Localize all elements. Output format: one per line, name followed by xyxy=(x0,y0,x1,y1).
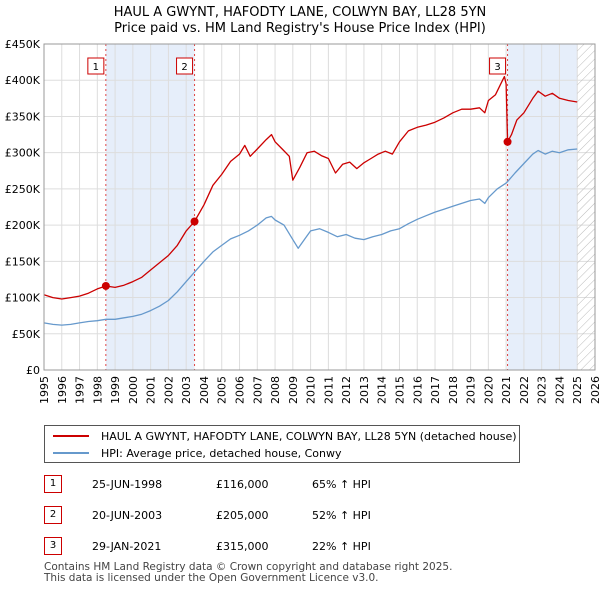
transaction-row: 1 25-JUN-1998 £116,000 65% ↑ HPI xyxy=(44,475,584,495)
x-tick-label: 2010 xyxy=(305,376,318,404)
x-tick-label: 2002 xyxy=(162,376,175,404)
transaction-row: 2 20-JUN-2003 £205,000 52% ↑ HPI xyxy=(44,506,584,526)
x-tick-label: 2004 xyxy=(198,376,211,404)
x-tick-label: 1999 xyxy=(109,376,122,404)
sale-point xyxy=(190,217,199,226)
x-tick-label: 2016 xyxy=(411,376,424,404)
transaction-price: £205,000 xyxy=(216,509,269,522)
x-tick-label: 2015 xyxy=(393,376,406,404)
x-tick-label: 2018 xyxy=(447,376,460,404)
future-hatch xyxy=(577,44,595,370)
sale-label-box xyxy=(176,57,194,75)
shaded-range xyxy=(507,44,578,370)
sale-label: 2 xyxy=(181,62,187,73)
x-tick-label: 2005 xyxy=(216,376,229,404)
transaction-hpi-change: 52% ↑ HPI xyxy=(312,509,371,522)
plot-border xyxy=(43,43,596,371)
x-tick-label: 2006 xyxy=(234,376,247,404)
x-tick-label: 2026 xyxy=(589,376,600,404)
legend-hpi-label: HPI: Average price, detached house, Conw… xyxy=(101,446,342,460)
y-tick-label: £250K xyxy=(5,183,41,196)
chart-title-line2: Price paid vs. HM Land Registry's House … xyxy=(114,21,486,36)
property-series-line xyxy=(43,75,578,300)
x-tick-label: 2009 xyxy=(287,376,300,404)
sale-label-box xyxy=(489,57,507,75)
x-tick-label: 2000 xyxy=(127,376,140,404)
x-tick-label: 2017 xyxy=(429,376,442,404)
transaction-date: 29-JAN-2021 xyxy=(92,540,162,553)
hpi-series-line xyxy=(43,148,578,326)
transaction-number: 3 xyxy=(44,537,62,555)
sale-point xyxy=(101,281,110,290)
x-tick-label: 1995 xyxy=(38,376,51,404)
x-tick-label: 2023 xyxy=(536,376,549,404)
y-tick-label: £350K xyxy=(5,110,41,123)
sale-point xyxy=(503,137,512,146)
y-tick-label: £150K xyxy=(5,255,41,268)
y-tick-label: £400K xyxy=(5,74,41,87)
x-tick-label: 2019 xyxy=(465,376,478,404)
x-tick-label: 2012 xyxy=(340,376,353,404)
sale-label: 3 xyxy=(494,62,500,73)
footer-line1: Contains HM Land Registry data © Crown c… xyxy=(44,561,453,573)
x-tick-label: 2001 xyxy=(145,376,158,404)
transaction-row: 3 29-JAN-2021 £315,000 22% ↑ HPI xyxy=(44,537,584,557)
x-tick-label: 2020 xyxy=(482,376,495,404)
sale-label-box xyxy=(87,57,105,75)
y-tick-label: £450K xyxy=(5,38,41,51)
y-tick-label: £300K xyxy=(5,147,41,160)
footer: Contains HM Land Registry data © Crown c… xyxy=(44,562,452,584)
x-tick-label: 2024 xyxy=(553,376,566,404)
x-tick-label: 2008 xyxy=(269,376,282,404)
footer-line2: This data is licensed under the Open Gov… xyxy=(44,572,379,584)
chart-title-line1: HAUL A GWYNT, HAFODTY LANE, COLWYN BAY, … xyxy=(113,5,487,20)
legend: HAUL A GWYNT, HAFODTY LANE, COLWYN BAY, … xyxy=(44,425,520,463)
y-tick-label: £200K xyxy=(5,219,41,232)
x-tick-label: 1997 xyxy=(74,376,87,404)
price-chart: 1 2 3 £0 £50K £100K £150K £200K £250K £300K £350K… xyxy=(5,38,600,404)
x-tick-label: 2021 xyxy=(500,376,513,404)
x-tick-label: 2013 xyxy=(358,376,371,404)
x-tick-label: 2011 xyxy=(322,376,335,404)
legend-property-swatch xyxy=(53,435,89,437)
legend-hpi-swatch xyxy=(53,452,89,454)
transaction-date: 20-JUN-2003 xyxy=(92,509,163,522)
x-tick-label: 1998 xyxy=(91,376,104,404)
transaction-date: 25-JUN-1998 xyxy=(92,478,163,491)
transaction-hpi-change: 22% ↑ HPI xyxy=(312,540,371,553)
y-tick-label: £0 xyxy=(26,364,40,377)
y-tick-label: £50K xyxy=(12,328,41,341)
transaction-price: £315,000 xyxy=(216,540,269,553)
x-tick-label: 1996 xyxy=(56,376,69,404)
x-tick-label: 2003 xyxy=(180,376,193,404)
chart-title: HAUL A GWYNT, HAFODTY LANE, COLWYN BAY, … xyxy=(0,5,600,37)
sale-label: 1 xyxy=(93,62,99,73)
x-tick-label: 2025 xyxy=(571,376,584,404)
x-tick-label: 2014 xyxy=(376,376,389,404)
legend-item-hpi: HPI: Average price, detached house, Conw… xyxy=(53,445,342,461)
y-tick-label: £100K xyxy=(5,292,41,305)
transaction-number: 1 xyxy=(44,475,62,493)
transaction-price: £116,000 xyxy=(216,478,269,491)
transaction-hpi-change: 65% ↑ HPI xyxy=(312,478,371,491)
transaction-number: 2 xyxy=(44,506,62,524)
legend-item-property: HAUL A GWYNT, HAFODTY LANE, COLWYN BAY, … xyxy=(53,428,517,444)
x-tick-label: 2007 xyxy=(251,376,264,404)
x-tick-label: 2022 xyxy=(518,376,531,404)
legend-property-label: HAUL A GWYNT, HAFODTY LANE, COLWYN BAY, … xyxy=(101,429,517,443)
